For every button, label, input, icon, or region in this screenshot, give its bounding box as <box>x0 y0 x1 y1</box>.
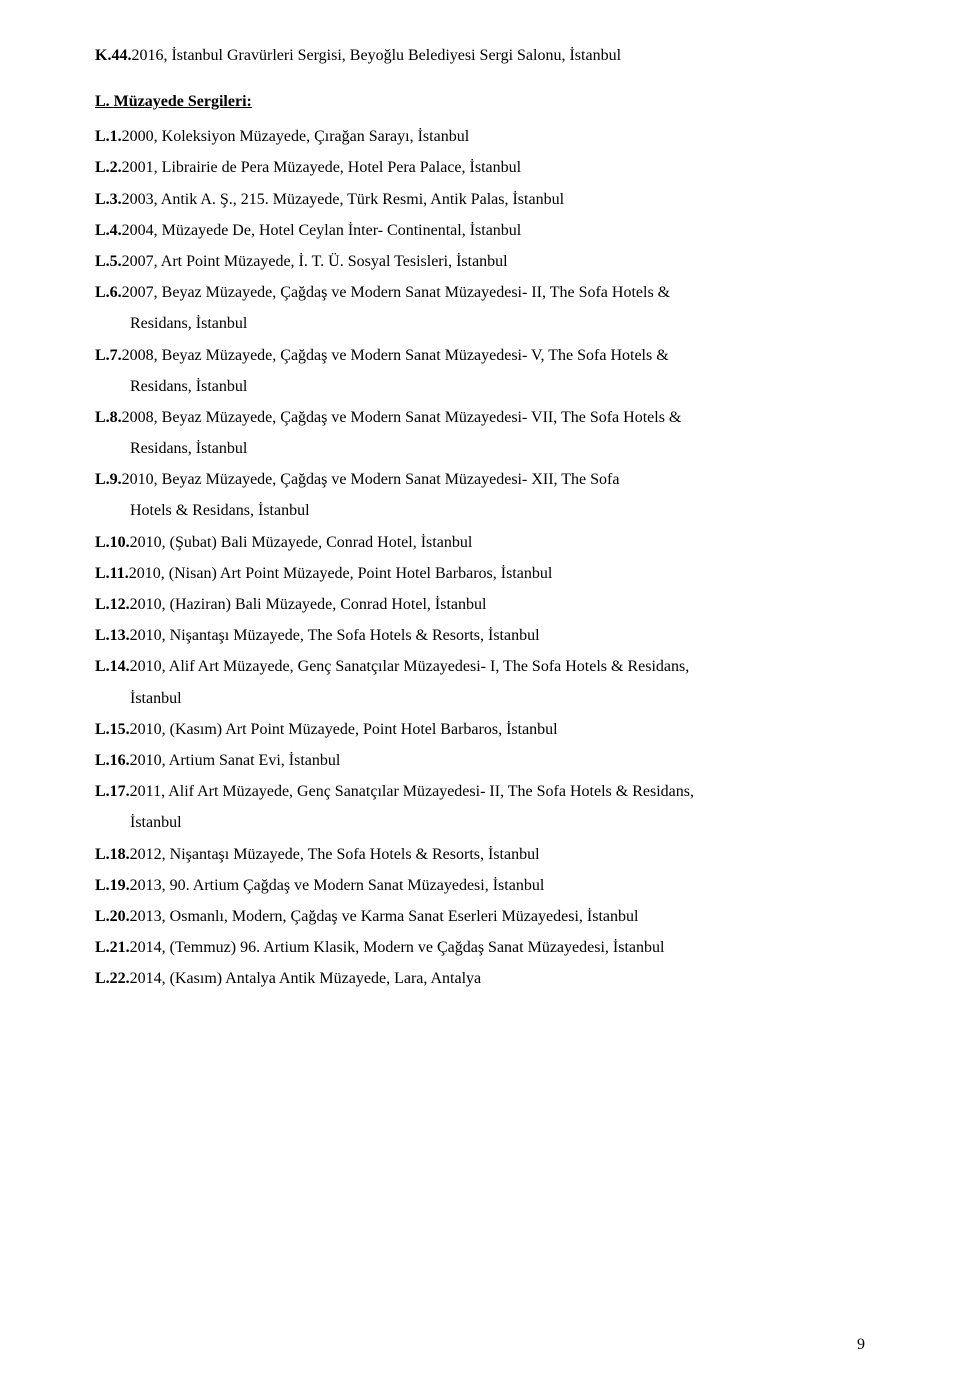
item-text: 2010, Nişantaşı Müzayede, The Sofa Hotel… <box>130 620 865 651</box>
item-text: 2004, Müzayede De, Hotel Ceylan İnter- C… <box>122 215 865 246</box>
item-text: 2010, Artium Sanat Evi, İstanbul <box>130 745 865 776</box>
item-label: L.12. <box>95 589 130 620</box>
auction-item: L.16. 2010, Artium Sanat Evi, İstanbul <box>95 745 865 776</box>
item-text: 2008, Beyaz Müzayede, Çağdaş ve Modern S… <box>122 340 865 371</box>
item-label: L.10. <box>95 527 130 558</box>
auction-item: L.6. 2007, Beyaz Müzayede, Çağdaş ve Mod… <box>95 277 865 308</box>
item-label: L.17. <box>95 776 130 807</box>
item-label: L.6. <box>95 277 122 308</box>
auction-item: L.13. 2010, Nişantaşı Müzayede, The Sofa… <box>95 620 865 651</box>
auction-item: L.3. 2003, Antik A. Ş., 215. Müzayede, T… <box>95 184 865 215</box>
auction-item: L.9. 2010, Beyaz Müzayede, Çağdaş ve Mod… <box>95 464 865 495</box>
item-text: 2003, Antik A. Ş., 215. Müzayede, Türk R… <box>122 184 865 215</box>
item-label: L.7. <box>95 340 122 371</box>
item-label: L.2. <box>95 152 122 183</box>
item-continuation: İstanbul <box>130 807 865 838</box>
item-continuation: Hotels & Residans, İstanbul <box>130 495 865 526</box>
section-prefix: L. <box>95 93 114 110</box>
item-label: L.22. <box>95 963 130 994</box>
item-label: L.16. <box>95 745 130 776</box>
item-text: 2014, (Kasım) Antalya Antik Müzayede, La… <box>130 963 865 994</box>
auction-item: L.14. 2010, Alif Art Müzayede, Genç Sana… <box>95 651 865 682</box>
document-page: K.44. 2016, İstanbul Gravürleri Sergisi,… <box>0 0 960 1384</box>
section-header: L. Müzayede Sergileri: <box>95 93 865 111</box>
item-text: 2012, Nişantaşı Müzayede, The Sofa Hotel… <box>130 839 865 870</box>
item-continuation: Residans, İstanbul <box>130 433 865 464</box>
item-text: Residans, İstanbul <box>130 308 865 339</box>
item-text: 2001, Librairie de Pera Müzayede, Hotel … <box>122 152 865 183</box>
item-text: 2013, Osmanlı, Modern, Çağdaş ve Karma S… <box>130 901 865 932</box>
item-text: 2010, Alif Art Müzayede, Genç Sanatçılar… <box>130 651 865 682</box>
item-text: Residans, İstanbul <box>130 433 865 464</box>
item-label: K.44. <box>95 40 131 71</box>
item-text: 2000, Koleksiyon Müzayede, Çırağan Saray… <box>122 121 865 152</box>
page-number: 9 <box>857 1336 865 1354</box>
item-label: L.19. <box>95 870 130 901</box>
item-text: 2007, Beyaz Müzayede, Çağdaş ve Modern S… <box>122 277 865 308</box>
item-text: 2014, (Temmuz) 96. Artium Klasik, Modern… <box>130 932 865 963</box>
item-text: 2010, Beyaz Müzayede, Çağdaş ve Modern S… <box>122 464 865 495</box>
item-label: L.4. <box>95 215 122 246</box>
auction-item: L.7. 2008, Beyaz Müzayede, Çağdaş ve Mod… <box>95 340 865 371</box>
item-text: 2010, (Haziran) Bali Müzayede, Conrad Ho… <box>130 589 865 620</box>
item-text: 2008, Beyaz Müzayede, Çağdaş ve Modern S… <box>122 402 865 433</box>
auction-item: L.1. 2000, Koleksiyon Müzayede, Çırağan … <box>95 121 865 152</box>
item-continuation: İstanbul <box>130 683 865 714</box>
auction-item: L.10. 2010, (Şubat) Bali Müzayede, Conra… <box>95 527 865 558</box>
auction-item: L.2. 2001, Librairie de Pera Müzayede, H… <box>95 152 865 183</box>
auction-item: L.18. 2012, Nişantaşı Müzayede, The Sofa… <box>95 839 865 870</box>
section-title: Müzayede Sergileri: <box>114 93 252 110</box>
auction-item: L.4. 2004, Müzayede De, Hotel Ceylan İnt… <box>95 215 865 246</box>
item-label: L.14. <box>95 651 130 682</box>
auction-item: L.11. 2010, (Nisan) Art Point Müzayede, … <box>95 558 865 589</box>
item-text: 2010, (Nisan) Art Point Müzayede, Point … <box>129 558 865 589</box>
item-label: L.8. <box>95 402 122 433</box>
item-continuation: Residans, İstanbul <box>130 371 865 402</box>
item-label: L.13. <box>95 620 130 651</box>
item-label: L.20. <box>95 901 130 932</box>
item-text: Hotels & Residans, İstanbul <box>130 495 865 526</box>
item-label: L.1. <box>95 121 122 152</box>
item-text: İstanbul <box>130 683 865 714</box>
item-continuation: Residans, İstanbul <box>130 308 865 339</box>
auction-list: L.1. 2000, Koleksiyon Müzayede, Çırağan … <box>95 121 865 994</box>
item-text: 2010, (Kasım) Art Point Müzayede, Point … <box>130 714 865 745</box>
item-label: L.11. <box>95 558 129 589</box>
auction-item: L.5. 2007, Art Point Müzayede, İ. T. Ü. … <box>95 246 865 277</box>
auction-item: L.15. 2010, (Kasım) Art Point Müzayede, … <box>95 714 865 745</box>
auction-item: L.22. 2014, (Kasım) Antalya Antik Müzaye… <box>95 963 865 994</box>
auction-item: L.17. 2011, Alif Art Müzayede, Genç Sana… <box>95 776 865 807</box>
item-label: L.15. <box>95 714 130 745</box>
item-text: 2013, 90. Artium Çağdaş ve Modern Sanat … <box>130 870 865 901</box>
auction-item: L.21. 2014, (Temmuz) 96. Artium Klasik, … <box>95 932 865 963</box>
item-text: 2016, İstanbul Gravürleri Sergisi, Beyoğ… <box>131 40 865 71</box>
item-label: L.18. <box>95 839 130 870</box>
item-label: L.9. <box>95 464 122 495</box>
auction-item: L.8. 2008, Beyaz Müzayede, Çağdaş ve Mod… <box>95 402 865 433</box>
item-text: 2007, Art Point Müzayede, İ. T. Ü. Sosya… <box>122 246 865 277</box>
item-text: İstanbul <box>130 807 865 838</box>
top-exhibition-item: K.44. 2016, İstanbul Gravürleri Sergisi,… <box>95 40 865 71</box>
item-label: L.21. <box>95 932 130 963</box>
item-text: Residans, İstanbul <box>130 371 865 402</box>
auction-item: L.19. 2013, 90. Artium Çağdaş ve Modern … <box>95 870 865 901</box>
item-label: L.5. <box>95 246 122 277</box>
item-label: L.3. <box>95 184 122 215</box>
item-text: 2010, (Şubat) Bali Müzayede, Conrad Hote… <box>130 527 865 558</box>
auction-item: L.20. 2013, Osmanlı, Modern, Çağdaş ve K… <box>95 901 865 932</box>
item-text: 2011, Alif Art Müzayede, Genç Sanatçılar… <box>130 776 865 807</box>
auction-item: L.12. 2010, (Haziran) Bali Müzayede, Con… <box>95 589 865 620</box>
